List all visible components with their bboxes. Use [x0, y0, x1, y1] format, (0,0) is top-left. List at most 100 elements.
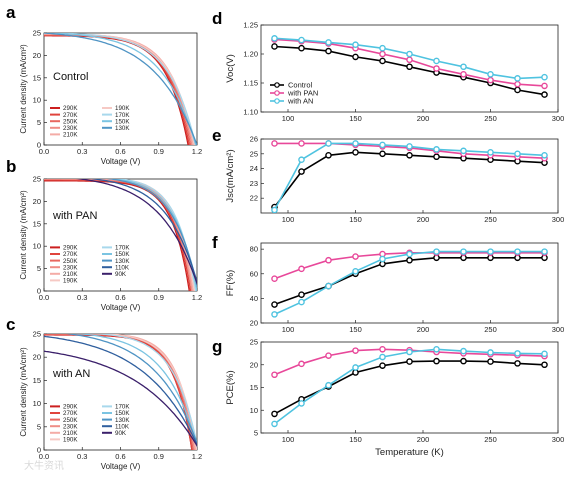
legend-label: 110K — [115, 264, 130, 271]
legend-label: 170K — [115, 404, 130, 411]
data-point-with AN — [406, 143, 413, 150]
x-tick-label: 100 — [282, 215, 295, 224]
legend-label: 270K — [63, 112, 78, 119]
panel-f: f 100 150 200 250 300 20 40 60 80 FF(%) — [212, 233, 564, 334]
x-tick-label: 0.9 — [154, 293, 164, 302]
data-point-with AN — [460, 147, 467, 155]
data-layer — [44, 179, 197, 291]
data-point-with AN — [298, 156, 305, 164]
x-tick-label: 150 — [349, 435, 362, 444]
y-axis-label: FF(%) — [225, 270, 236, 296]
legend-label: Control — [288, 81, 313, 90]
y-tick-label: 5 — [37, 118, 41, 127]
legend-label: 210K — [63, 132, 78, 139]
jv-curve-130K — [106, 179, 197, 289]
plot-frame — [260, 242, 559, 324]
x-tick-label: 0.6 — [115, 293, 125, 302]
data-point-Control — [406, 63, 413, 71]
panel-letter-a: a — [6, 3, 16, 22]
data-point-with AN — [271, 420, 278, 428]
data-point-with PAN — [487, 76, 494, 84]
data-point-with PAN — [379, 345, 386, 353]
y-tick-label: 0 — [37, 287, 41, 296]
y-tick-label: 25 — [250, 338, 258, 347]
data-point-with AN — [352, 268, 359, 275]
data-point-with AN — [433, 345, 440, 353]
jv-curve-190K — [96, 334, 197, 450]
y-tick-label: 15 — [33, 73, 41, 82]
legend-label: 150K — [115, 251, 130, 258]
panel-letter-b: b — [6, 157, 16, 176]
panel-letter-d: d — [212, 9, 222, 28]
y-tick-label: 23 — [250, 179, 258, 188]
panel-g: g 100 150 200 250 300 5 10 15 20 25 Temperature (K)… — [212, 337, 564, 458]
legend-label: 150K — [115, 410, 130, 417]
data-point-Control — [298, 291, 305, 298]
data-layer — [271, 35, 548, 98]
data-point-Control — [514, 86, 521, 94]
x-tick-label: 0.6 — [115, 452, 125, 461]
series-line-Control — [274, 360, 545, 415]
y-tick-label: 20 — [33, 353, 41, 362]
inset-label: with PAN — [52, 210, 97, 222]
legend-label: with PAN — [287, 89, 318, 98]
data-point-Control — [271, 410, 278, 418]
x-tick-label: 1.2 — [192, 452, 202, 461]
x-tick-label: 250 — [484, 435, 497, 444]
y-tick-label: 10 — [33, 242, 41, 251]
data-point-with PAN — [352, 253, 359, 260]
x-tick-label: 200 — [417, 435, 430, 444]
data-point-Control — [514, 360, 521, 367]
jv-curve-130K — [44, 33, 197, 145]
legend-label: 150K — [115, 118, 130, 125]
x-tick-label: 0.0 — [39, 452, 49, 461]
data-point-with AN — [406, 250, 413, 258]
legend-marker — [274, 82, 280, 88]
data-point-Control — [325, 151, 332, 159]
inset-label: with AN — [52, 368, 90, 380]
y-tick-label: 0 — [37, 141, 41, 150]
data-point-Control — [460, 357, 467, 365]
y-axis-label: Current density (mA/cm²) — [19, 190, 28, 280]
legend-label: 190K — [115, 105, 130, 112]
legend-label: 290K — [63, 404, 78, 411]
y-tick-label: 1.20 — [243, 50, 258, 59]
jv-curve-150K — [109, 179, 197, 291]
x-tick-label: 300 — [552, 215, 565, 224]
y-tick-label: 10 — [33, 96, 41, 105]
data-point-with AN — [541, 350, 548, 358]
data-point-with PAN — [325, 256, 332, 264]
y-axis-label: Jsc(mA/cm²) — [225, 149, 236, 202]
legend-label: 190K — [63, 437, 78, 444]
y-tick-label: 5 — [37, 264, 41, 273]
data-point-Control — [298, 168, 305, 175]
data-point-with AN — [487, 248, 494, 255]
data-point-Control — [379, 57, 386, 65]
data-point-with AN — [460, 347, 467, 355]
data-point-with PAN — [298, 265, 305, 273]
data-point-Control — [541, 91, 548, 98]
data-point-with AN — [379, 353, 386, 361]
panel-c: c 0.0 0.3 0.6 0.9 1.2 0 5 10 15 20 25 Voltage (V) Cur… — [6, 315, 202, 471]
legend-label: 170K — [115, 112, 130, 119]
y-tick-label: 26 — [250, 135, 258, 144]
panel-letter-g: g — [212, 337, 222, 356]
y-tick-label: 22 — [250, 194, 258, 203]
x-tick-label: 150 — [349, 325, 362, 334]
data-point-with AN — [352, 140, 359, 147]
data-point-with PAN — [271, 371, 278, 379]
legend-label: 210K — [63, 271, 78, 278]
data-point-with AN — [271, 35, 278, 42]
data-point-with AN — [325, 282, 332, 290]
jv-curve-150K — [44, 33, 197, 145]
data-point-with PAN — [271, 275, 278, 282]
data-point-with PAN — [460, 71, 467, 78]
jv-curve-90K — [44, 350, 197, 447]
data-point-with AN — [541, 73, 548, 81]
panel-a: a 0.0 0.3 0.6 0.9 1.2 0 5 10 15 20 25 Voltage (V) Cur… — [6, 3, 202, 166]
panel-b: b 0.0 0.3 0.6 0.9 1.2 0 5 10 15 20 25 Voltage (V) Cur… — [6, 157, 202, 312]
y-tick-label: 25 — [33, 29, 41, 38]
data-point-with PAN — [352, 347, 359, 354]
data-point-with PAN — [298, 140, 305, 147]
legend-label: 270K — [63, 251, 78, 258]
